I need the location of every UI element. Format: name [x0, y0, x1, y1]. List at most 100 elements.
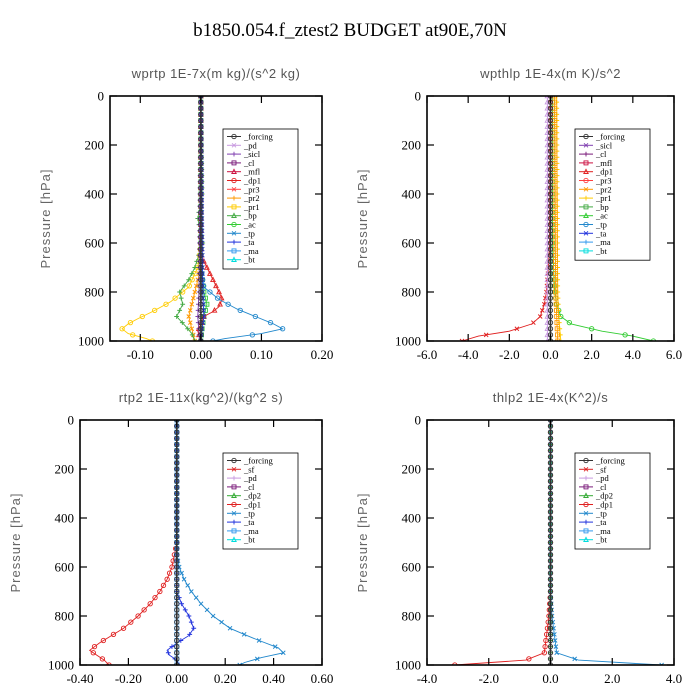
legend-label: _ta	[243, 517, 255, 527]
series-point-forcing	[198, 307, 204, 314]
series-point-forcing	[198, 117, 204, 124]
series-point-forcing	[547, 503, 554, 509]
series-point-forcing	[547, 117, 554, 124]
legend-marker	[583, 168, 589, 174]
series-point-forcing	[547, 613, 554, 619]
series-point-tp	[279, 326, 286, 332]
series-point-forcing	[547, 509, 554, 515]
legend-label: _pd	[595, 473, 610, 483]
series-point-pr2	[552, 234, 558, 240]
legend-marker	[231, 212, 237, 218]
legend-label: _bt	[243, 255, 256, 265]
x-tick-label: 0.60	[311, 671, 334, 686]
series-point-pr1	[152, 307, 158, 314]
series-point-tp	[193, 595, 199, 600]
series-point-forcing	[174, 539, 180, 546]
series-point-forcing	[198, 215, 204, 222]
series-point-forcing	[547, 270, 554, 277]
legend-marker	[231, 519, 237, 525]
series-line-dp1	[461, 96, 551, 341]
series-group	[119, 96, 286, 341]
legend-label: _pr3	[595, 176, 612, 186]
series-point-pr2	[554, 314, 560, 319]
series-point-pr2	[186, 314, 192, 319]
series-point-sicl	[195, 314, 201, 319]
legend: _forcing_sicl_cl_mfl_dp1_pr3_pr2_pr1_bp_…	[574, 128, 651, 261]
series-point-dp1	[128, 619, 134, 625]
series-point-forcing	[547, 441, 554, 448]
series-point-tp	[256, 638, 262, 643]
legend-marker	[583, 510, 589, 516]
series-point-tp	[210, 613, 216, 619]
y-tick-label: 800	[402, 609, 422, 624]
series-point-forcing	[547, 527, 554, 533]
series-point-forcing	[547, 258, 554, 265]
legend-marker	[583, 475, 589, 481]
legend-marker	[583, 160, 589, 166]
series-point-bp	[180, 301, 186, 307]
legend-marker	[231, 160, 237, 166]
series-point-forcing	[198, 197, 204, 203]
series-point-dp1	[147, 601, 153, 607]
series-point-forcing	[547, 521, 554, 527]
legend-marker	[231, 204, 237, 210]
series-point-dp1	[157, 588, 163, 595]
series-point-forcing	[547, 576, 554, 582]
y-tick-label: 0	[415, 413, 422, 428]
series-point-forcing	[547, 533, 554, 540]
legend-marker	[231, 528, 237, 534]
legend: _forcing_sf_pd_cl_dp2_dp1_tp_ta_ma_bt	[574, 452, 651, 550]
series-point-forcing	[547, 429, 554, 435]
legend-marker	[231, 186, 237, 192]
series-point-tp	[204, 607, 210, 613]
series-point-forcing	[547, 179, 554, 185]
legend-label: _ta	[595, 228, 607, 238]
series-point-forcing	[174, 509, 180, 515]
series-point-ac	[622, 332, 628, 338]
series-point-dp1	[141, 607, 147, 613]
series-point-forcing	[174, 643, 180, 650]
x-tick-label: -4.0	[417, 671, 438, 686]
legend-marker	[231, 133, 237, 140]
legend-label: _mfl	[595, 158, 613, 168]
series-point-forcing	[547, 197, 554, 203]
series-point-forcing	[547, 619, 554, 625]
series-point-forcing	[547, 136, 554, 142]
y-tick-label: 400	[402, 511, 422, 526]
series-point-forcing	[198, 191, 204, 197]
x-tick-label: 0.40	[262, 671, 285, 686]
legend-label: _dp2	[595, 491, 613, 501]
legend-label: _tp	[595, 508, 607, 518]
x-tick-label: -2.0	[499, 347, 520, 362]
series-point-pr2	[553, 252, 558, 258]
series-point-forcing	[547, 625, 554, 631]
series-point-forcing	[547, 490, 554, 497]
series-point-forcing	[174, 496, 180, 503]
legend-label: _pr3	[243, 184, 260, 194]
series-point-tp	[181, 576, 187, 582]
series-point-ta	[191, 625, 197, 631]
series-point-tp	[207, 289, 213, 295]
series-point-forcing	[547, 319, 554, 326]
x-tick-label: 6.0	[666, 347, 682, 362]
series-point-dp1	[211, 307, 218, 313]
series-point-ta	[182, 607, 188, 613]
y-tick-label: 1000	[395, 658, 421, 673]
series-point-pr2	[555, 338, 561, 341]
series-point-bp	[178, 295, 184, 301]
legend-label: _dp1	[243, 176, 261, 186]
legend-label: _tp	[595, 220, 607, 230]
legend-box	[222, 128, 299, 270]
legend-label: _ac	[243, 220, 256, 230]
x-tick-label: 2.0	[584, 347, 600, 362]
series-point-dp1	[210, 276, 216, 282]
legend-marker	[231, 195, 237, 201]
y-tick-label: 800	[55, 609, 75, 624]
series-point-sicl	[195, 307, 201, 313]
series-point-dp1	[100, 637, 107, 644]
legend-label: _forcing	[243, 456, 274, 466]
series-point-pr2	[553, 271, 558, 277]
series-point-bp	[181, 283, 187, 289]
series-point-pr1	[119, 326, 125, 332]
series-point-forcing	[547, 172, 554, 179]
